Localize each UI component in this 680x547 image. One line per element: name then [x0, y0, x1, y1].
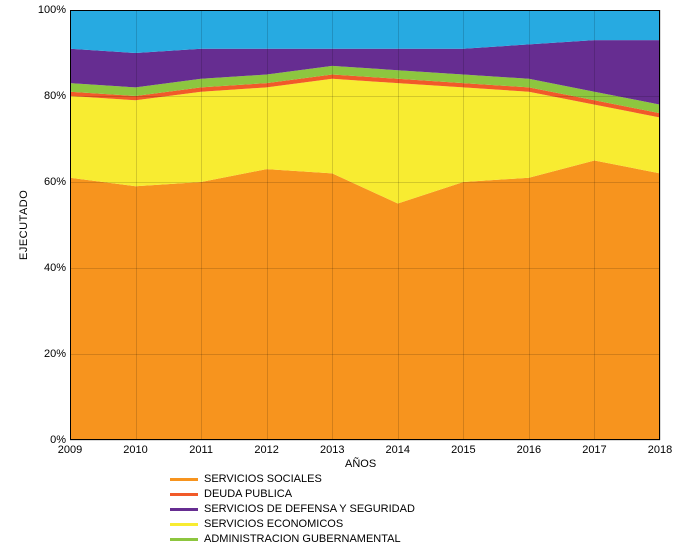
gridline-h	[70, 10, 660, 11]
gridline-h	[70, 182, 660, 183]
gridline-v	[594, 10, 595, 440]
gridline-v	[398, 10, 399, 440]
legend-swatch	[170, 493, 198, 496]
gridline-v	[463, 10, 464, 440]
gridline-h	[70, 96, 660, 97]
y-axis-title-text: EJECUTADO	[18, 190, 30, 260]
x-tick-label: 2016	[517, 444, 541, 456]
legend-swatch	[170, 478, 198, 481]
x-tick-label: 2012	[254, 444, 278, 456]
gridline-h	[70, 440, 660, 441]
legend-item-servicios_sociales: SERVICIOS SOCIALES	[170, 472, 415, 487]
legend-label: SERVICIOS SOCIALES	[204, 472, 322, 487]
gridline-v	[332, 10, 333, 440]
legend-label: SERVICIOS DE DEFENSA Y SEGURIDAD	[204, 502, 415, 517]
area-servicios_sociales	[70, 161, 660, 441]
gridline-v	[267, 10, 268, 440]
gridline-v	[660, 10, 661, 440]
legend-label: DEUDA PUBLICA	[204, 487, 292, 502]
x-tick-label: 2010	[123, 444, 147, 456]
plot-area	[70, 10, 660, 440]
y-axis-title: EJECUTADO	[18, 190, 30, 260]
gridline-h	[70, 354, 660, 355]
y-tick-label: 80%	[28, 90, 66, 102]
legend-column: SERVICIOS SOCIALES DEUDA PUBLICA SERVICI…	[170, 472, 415, 517]
x-axis-title-text: AÑOS	[345, 458, 376, 470]
x-tick-label: 2009	[58, 444, 82, 456]
legend-swatch	[170, 508, 198, 511]
x-axis-title: AÑOS	[345, 458, 376, 470]
stacked-area-svg	[70, 10, 660, 440]
x-tick-label: 2013	[320, 444, 344, 456]
legend: SERVICIOS SOCIALES DEUDA PUBLICA SERVICI…	[170, 472, 680, 547]
legend-item-deuda_publica: DEUDA PUBLICA	[170, 487, 415, 502]
chart-container: EJECUTADO AÑOS SERVICIOS SOCIALES DEUDA …	[0, 0, 680, 525]
x-tick-label: 2018	[648, 444, 672, 456]
x-tick-label: 2014	[386, 444, 410, 456]
y-tick-label: 20%	[28, 348, 66, 360]
x-tick-label: 2017	[582, 444, 606, 456]
x-tick-label: 2015	[451, 444, 475, 456]
x-tick-label: 2011	[189, 444, 213, 456]
legend-item-defensa_seguridad: SERVICIOS DE DEFENSA Y SEGURIDAD	[170, 502, 415, 517]
legend-swatch	[170, 538, 198, 541]
gridline-h	[70, 268, 660, 269]
legend-item-admin_gubernamental: ADMINISTRACION GUBERNAMENTAL	[170, 532, 401, 547]
gridline-v	[201, 10, 202, 440]
gridline-v	[70, 10, 71, 440]
gridline-v	[529, 10, 530, 440]
y-tick-label: 60%	[28, 176, 66, 188]
gridline-v	[136, 10, 137, 440]
y-tick-label: 100%	[28, 4, 66, 16]
y-tick-label: 40%	[28, 262, 66, 274]
legend-column: SERVICIOS ECONOMICOS ADMINISTRACION GUBE…	[170, 517, 401, 547]
legend-label: ADMINISTRACION GUBERNAMENTAL	[204, 532, 401, 547]
